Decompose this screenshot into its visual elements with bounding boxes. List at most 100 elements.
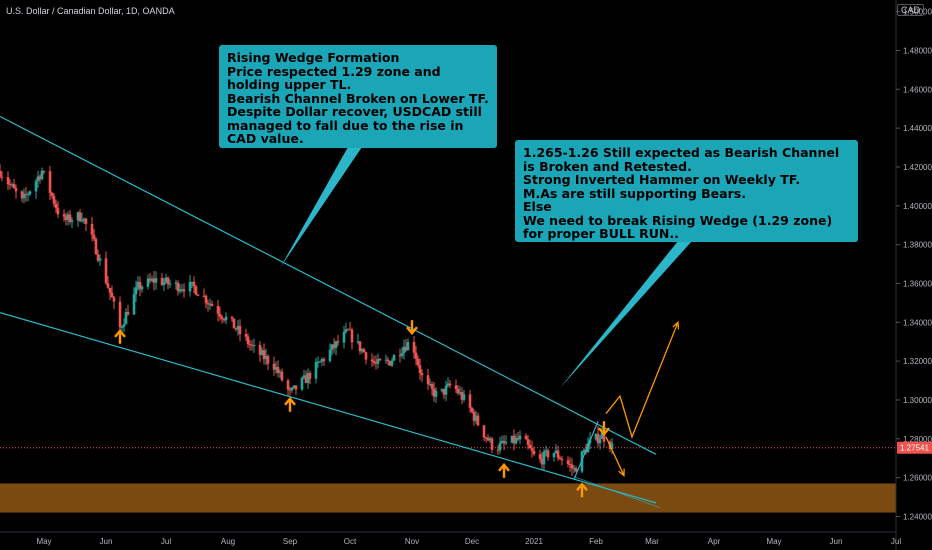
candle [288,386,292,396]
candle [238,319,242,342]
candle [138,276,142,297]
candle [248,339,252,351]
candle-body [346,329,350,331]
candle-body [106,283,110,288]
candle-body [132,294,136,315]
candle-body [250,344,254,346]
candle-body [514,437,518,444]
candle [370,353,374,367]
candle-body [216,306,220,314]
candle-body [12,184,16,189]
candle [306,368,310,389]
candle [222,318,226,323]
candle-body [66,214,70,220]
y-tick-label: 1.24000 [903,512,932,521]
candle-body [356,341,360,343]
candle [206,299,210,312]
trendline-upper [0,115,657,455]
candle [112,295,116,310]
x-tick-label: Jul [891,537,901,546]
candle-body [266,356,270,364]
candle-body [442,388,446,395]
candle [552,452,556,462]
candle-body [96,254,100,261]
candle-body [28,191,32,195]
x-tick-label: 2021 [525,537,543,546]
candle-body [224,316,228,321]
candle-body [202,295,206,297]
candle-body [80,220,84,222]
candle-body [376,359,380,364]
candle-body [264,356,268,360]
candle [542,449,546,471]
y-tick-label: 1.32000 [903,357,932,366]
candle-body [610,443,614,450]
candle-body [146,278,150,287]
candle-body [300,377,304,390]
projection-down [605,436,625,476]
candle-body [174,282,178,284]
candle [64,212,68,226]
candle [444,380,448,402]
candle [526,435,530,450]
candle [196,294,200,296]
candle [308,370,312,385]
candle [42,170,46,174]
candle [504,435,508,446]
candle [82,217,86,224]
candle-body [420,373,424,376]
candle [322,357,326,366]
candle [204,294,208,309]
support-zone [0,483,896,513]
arrow-down-icon [406,320,418,336]
candle [430,381,434,396]
arrow-down-icon [598,421,610,437]
arrow-up-icon [576,482,588,498]
candle-body [246,336,250,345]
candle [162,277,166,292]
y-tick-label: 1.48000 [903,46,932,55]
candle-body [280,371,284,381]
candle-body [294,385,298,390]
candle-body [488,438,492,441]
candle-body [14,188,18,192]
candle [512,429,516,451]
candle-body [572,468,576,470]
candle-body [210,303,214,307]
candle-body [344,329,348,333]
candle-body [582,449,586,452]
candle [230,316,234,322]
projection-down-head [618,468,625,478]
candle [346,328,350,331]
currency-badge[interactable]: CAD [896,4,924,16]
candle-body [122,324,126,327]
candle-body [456,388,460,394]
wedge-callout-pointer [280,147,362,268]
candle-body [398,355,402,357]
candle [278,369,282,379]
candle [598,434,602,450]
candle [276,360,280,378]
candle [274,361,278,374]
candle [342,325,346,349]
candle [232,318,236,329]
channel-callout-pointer [560,241,692,388]
candle-body [274,367,278,370]
candle [148,272,152,284]
candle [174,279,178,290]
candle-body [460,392,464,400]
candle-body [48,171,52,193]
candle [92,228,96,242]
candle [344,322,348,334]
candle-body [418,365,422,374]
candle [546,448,550,461]
candle-body [82,218,86,221]
candle-body [182,289,186,292]
candle-body [600,432,604,439]
candle [538,449,542,463]
candle-body [78,212,82,222]
candle [314,357,318,384]
candle [164,273,168,284]
candle [236,319,240,336]
